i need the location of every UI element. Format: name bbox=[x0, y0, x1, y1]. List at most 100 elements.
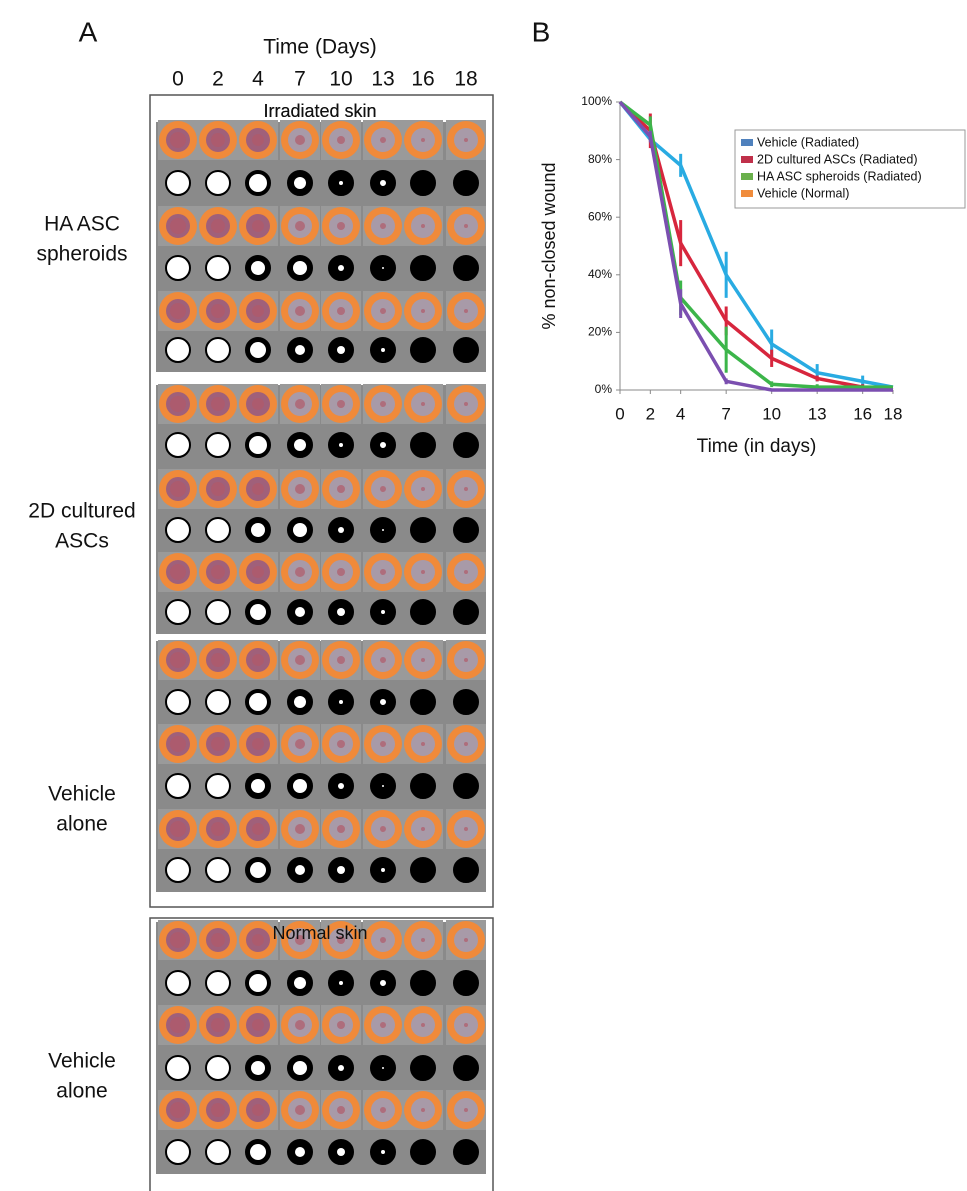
wound-center bbox=[337, 307, 345, 315]
wound-mask bbox=[410, 773, 436, 799]
wound-blob bbox=[381, 348, 385, 352]
legend-swatch bbox=[741, 156, 753, 163]
wound-center bbox=[252, 823, 264, 835]
wound-center bbox=[380, 223, 386, 229]
wound-center bbox=[295, 567, 305, 577]
wound-center bbox=[464, 138, 468, 142]
wound-center bbox=[464, 827, 468, 831]
wound-center bbox=[464, 1108, 468, 1112]
wound-blob bbox=[294, 177, 306, 189]
wound-center bbox=[170, 736, 186, 752]
wound-mask bbox=[453, 1139, 479, 1165]
wound-blob bbox=[249, 693, 267, 711]
wound-center bbox=[380, 308, 386, 314]
wound-center bbox=[421, 487, 425, 491]
wound-center bbox=[380, 741, 386, 747]
wound-center bbox=[464, 938, 468, 942]
wound-center bbox=[170, 652, 186, 668]
wound-blob bbox=[251, 779, 265, 793]
wound-center bbox=[252, 134, 264, 146]
wound-mask bbox=[410, 255, 436, 281]
wound-mask bbox=[410, 857, 436, 883]
wound-mask bbox=[410, 599, 436, 625]
day-label: 16 bbox=[411, 68, 434, 91]
wound-center bbox=[295, 655, 305, 665]
wound-center bbox=[295, 1020, 305, 1030]
day-label: 4 bbox=[252, 68, 264, 91]
wound-center bbox=[211, 933, 225, 947]
wound-center bbox=[380, 569, 386, 575]
wound-mask bbox=[165, 599, 191, 625]
wound-mask bbox=[453, 857, 479, 883]
wound-blob bbox=[338, 265, 344, 271]
wound-center bbox=[295, 306, 305, 316]
wound-center bbox=[337, 825, 345, 833]
wound-blob bbox=[339, 981, 343, 985]
legend-swatch bbox=[741, 139, 753, 146]
wound-center bbox=[380, 937, 386, 943]
wound-center bbox=[337, 136, 345, 144]
wound-blob bbox=[381, 1150, 385, 1154]
day-label: 10 bbox=[329, 68, 352, 91]
wound-center bbox=[421, 1023, 425, 1027]
wound-center bbox=[421, 742, 425, 746]
wound-mask bbox=[453, 970, 479, 996]
wound-mask bbox=[165, 170, 191, 196]
y-axis-label: % non-closed wound bbox=[539, 162, 559, 329]
day-label: 0 bbox=[172, 68, 184, 91]
wound-center bbox=[211, 1018, 225, 1032]
wound-center bbox=[211, 219, 225, 233]
wound-mask bbox=[453, 773, 479, 799]
wound-center bbox=[295, 221, 305, 231]
group-label: Vehicle bbox=[48, 1050, 116, 1073]
wound-center bbox=[464, 224, 468, 228]
wound-mask bbox=[453, 337, 479, 363]
wound-center bbox=[464, 742, 468, 746]
wound-mask bbox=[205, 773, 231, 799]
x-tick-label: 18 bbox=[884, 404, 903, 423]
wound-blob bbox=[381, 610, 385, 614]
photo-strip bbox=[156, 641, 486, 892]
wound-blob bbox=[294, 439, 306, 451]
wound-mask bbox=[205, 857, 231, 883]
wound-center bbox=[380, 657, 386, 663]
wound-blob bbox=[380, 980, 386, 986]
wound-mask bbox=[165, 857, 191, 883]
wound-center bbox=[252, 738, 264, 750]
wound-mask bbox=[410, 170, 436, 196]
wound-center bbox=[170, 1017, 186, 1033]
panel-label: A bbox=[79, 16, 98, 47]
wound-center bbox=[252, 1104, 264, 1116]
day-label: 13 bbox=[371, 68, 394, 91]
wound-mask bbox=[165, 689, 191, 715]
wound-blob bbox=[380, 699, 386, 705]
photo-strip bbox=[156, 385, 486, 634]
legend-box bbox=[734, 129, 966, 209]
wound-blob bbox=[337, 346, 345, 354]
wound-blob bbox=[339, 181, 343, 185]
section-title: Irradiated skin bbox=[263, 101, 376, 121]
irradiated-frame bbox=[149, 94, 494, 908]
wound-blob bbox=[338, 783, 344, 789]
wound-blob bbox=[380, 442, 386, 448]
y-tick-label: 80% bbox=[588, 152, 612, 166]
wound-blob bbox=[249, 436, 267, 454]
wound-center bbox=[337, 485, 345, 493]
wound-center bbox=[421, 658, 425, 662]
wound-center bbox=[464, 570, 468, 574]
panel-label: B bbox=[532, 16, 551, 47]
wound-mask bbox=[410, 1139, 436, 1165]
wound-blob bbox=[250, 862, 266, 878]
x-tick-label: 10 bbox=[762, 404, 781, 423]
wound-blob bbox=[339, 443, 343, 447]
wound-mask bbox=[453, 255, 479, 281]
wound-center bbox=[295, 135, 305, 145]
wound-mask bbox=[205, 1139, 231, 1165]
wound-blob bbox=[250, 604, 266, 620]
wound-center bbox=[421, 570, 425, 574]
wound-mask bbox=[453, 170, 479, 196]
wound-center bbox=[421, 138, 425, 142]
x-tick-label: 0 bbox=[615, 404, 624, 423]
wound-blob bbox=[293, 261, 307, 275]
wound-mask bbox=[453, 689, 479, 715]
